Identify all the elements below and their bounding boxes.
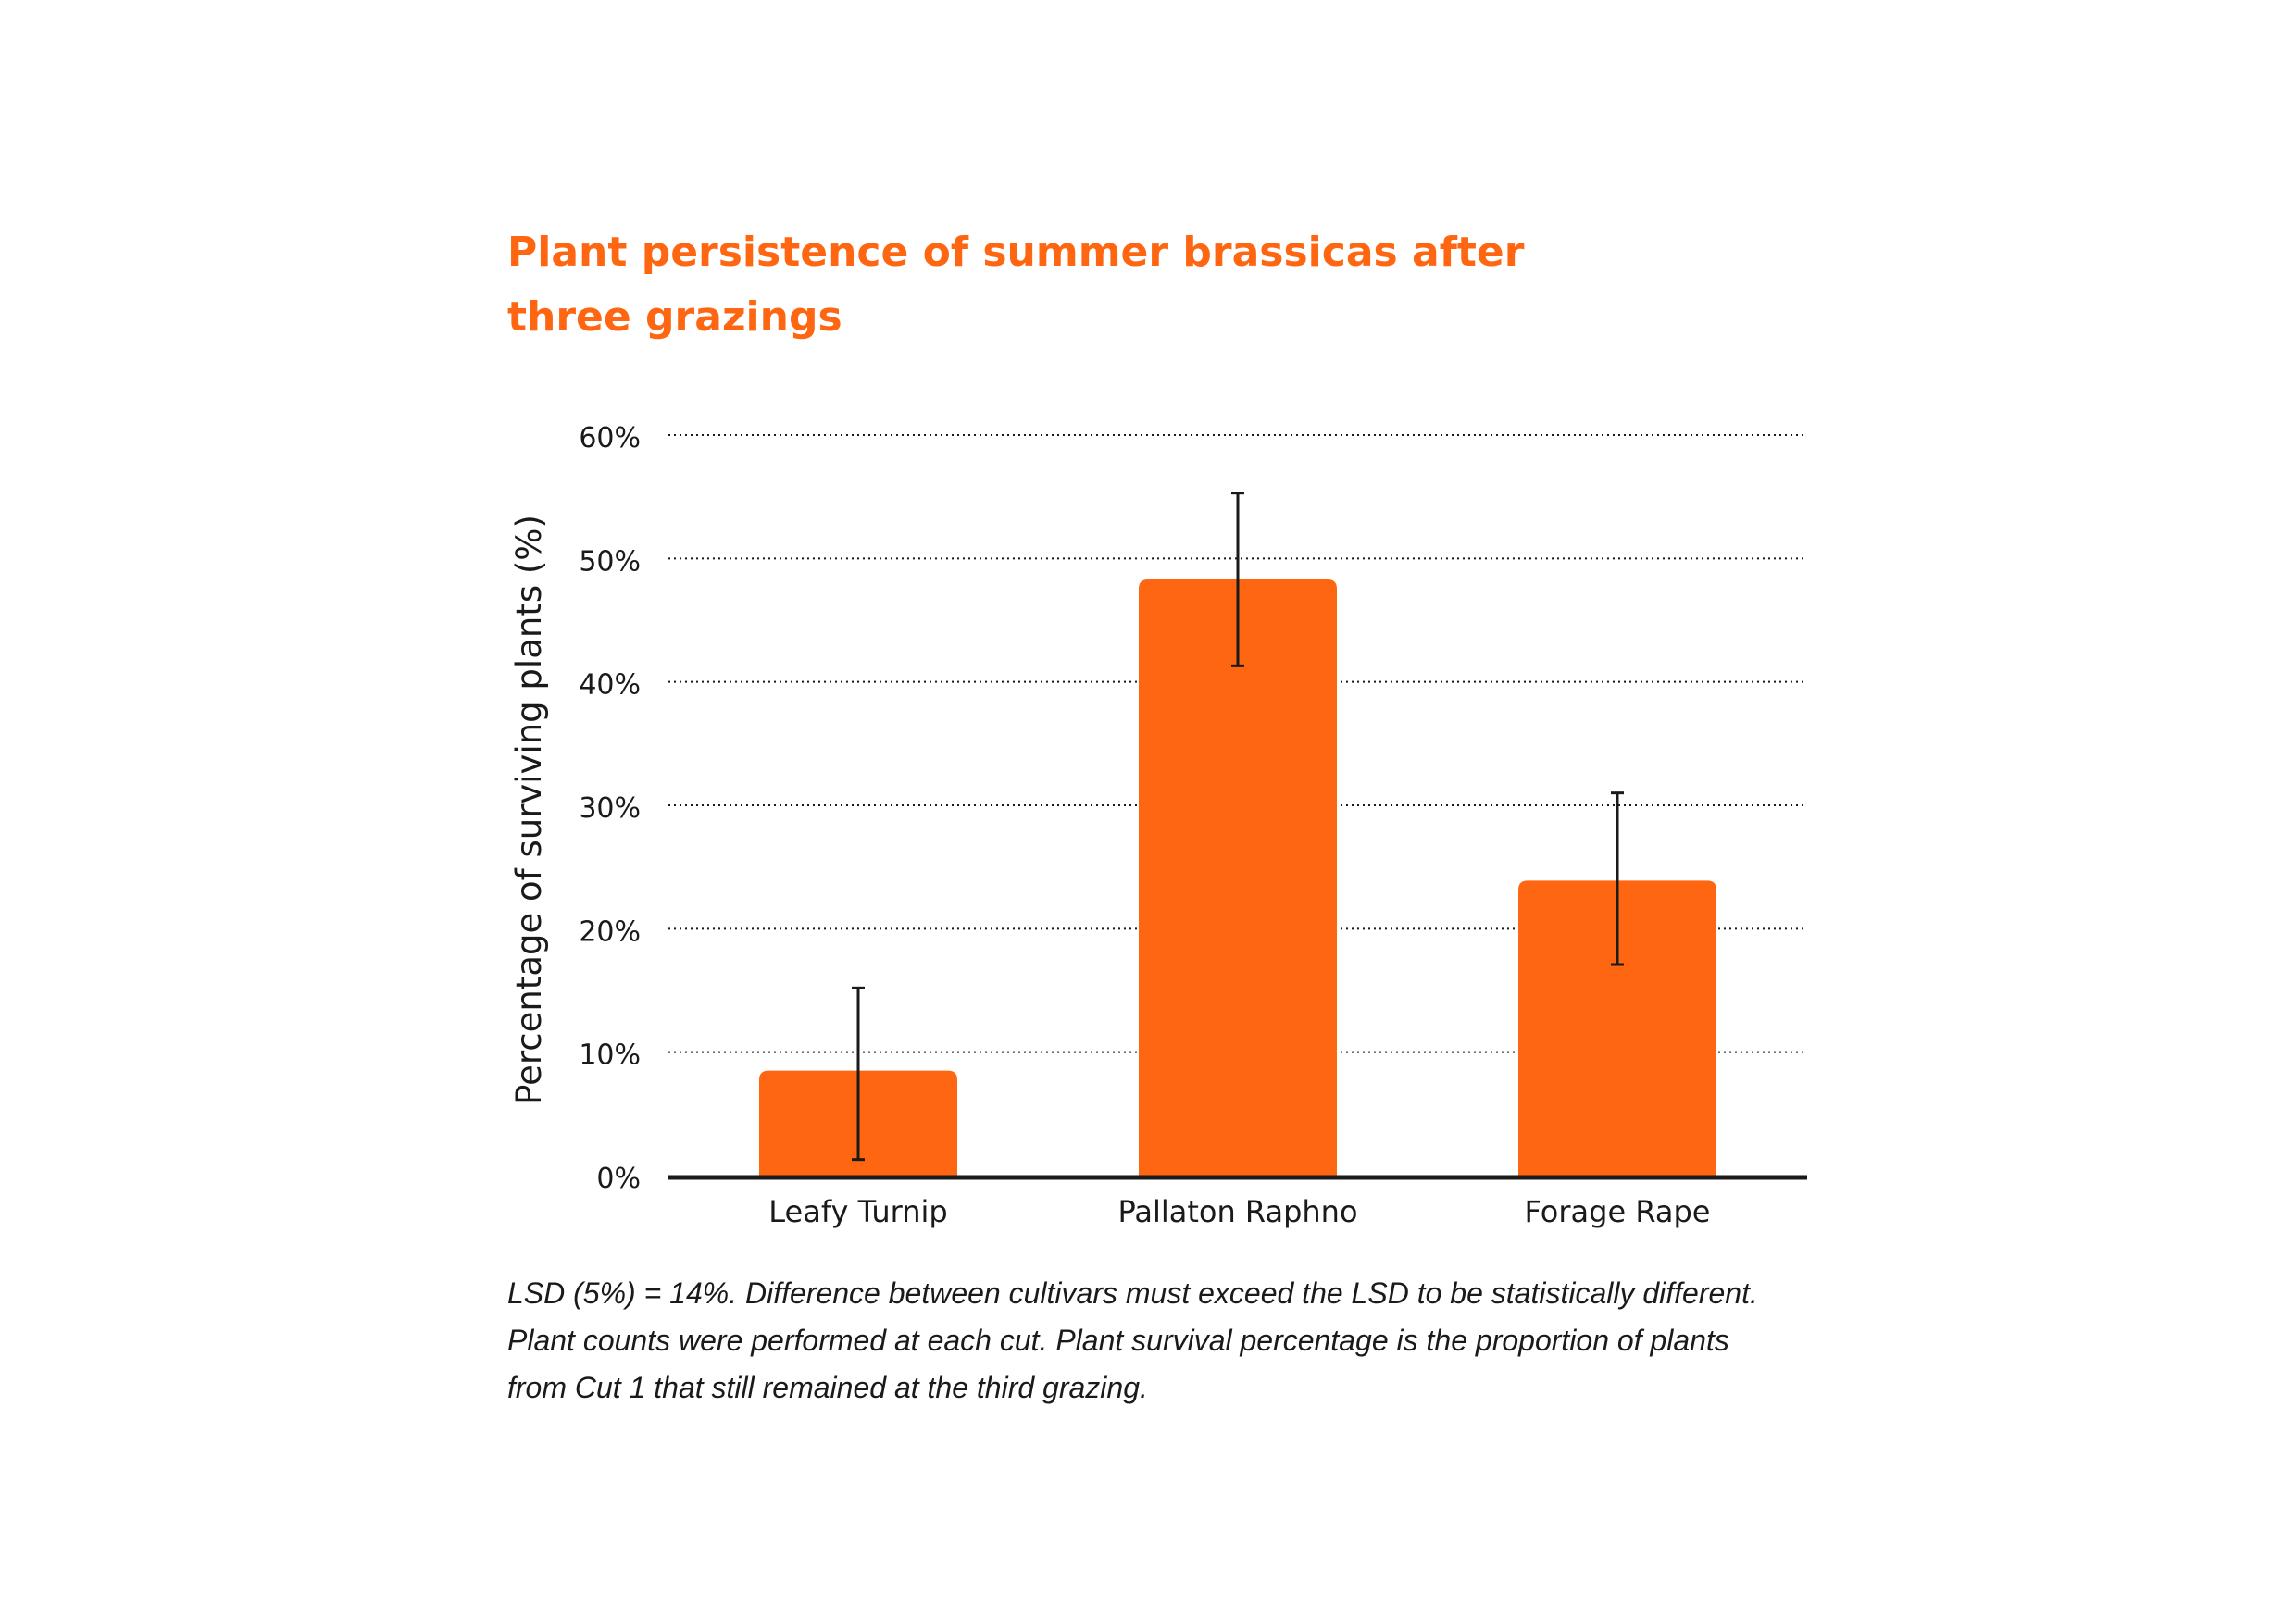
footnote-line-3: from Cut 1 that still remained at the th… — [507, 1371, 1148, 1404]
footnote-line-2: Plant counts were performed at each cut.… — [507, 1324, 1729, 1357]
footnote: LSD (5%) = 14%. Difference between culti… — [507, 1270, 1803, 1412]
footnote-line-1: LSD (5%) = 14%. Difference between culti… — [507, 1276, 1758, 1310]
chart-title: Plant persistence of summer brassicas af… — [507, 220, 1618, 350]
error-bars — [852, 492, 1624, 1162]
y-tick-label: 50% — [579, 545, 641, 578]
error-bar — [1611, 791, 1624, 966]
bars — [759, 579, 1716, 1176]
axis-labels: 0% 10% 20% 30% 40% 50% 60% Leafy Turnip Pallaton… — [579, 422, 1710, 1229]
y-tick-label: 30% — [579, 792, 641, 825]
y-tick-label: 0% — [596, 1163, 641, 1195]
y-tick-label: 40% — [579, 669, 641, 702]
bar-forage-rape — [1518, 880, 1716, 1176]
x-tick-label: Pallaton Raphno — [1117, 1194, 1357, 1229]
error-bar — [852, 986, 865, 1162]
chart-title-line-2: three grazings — [507, 293, 842, 341]
error-bar — [1231, 492, 1244, 667]
x-tick-label: Leafy Turnip — [768, 1194, 947, 1229]
y-tick-label: 20% — [579, 915, 641, 948]
chart-title-line-1: Plant persistence of summer brassicas af… — [507, 229, 1525, 276]
y-axis-title: Percentage of surviving plants (%) — [509, 515, 549, 1105]
y-tick-label: 60% — [579, 422, 641, 454]
y-tick-label: 10% — [579, 1039, 641, 1072]
x-tick-label: Forage Rape — [1525, 1194, 1711, 1229]
bar-pallaton-raphno — [1139, 579, 1337, 1176]
